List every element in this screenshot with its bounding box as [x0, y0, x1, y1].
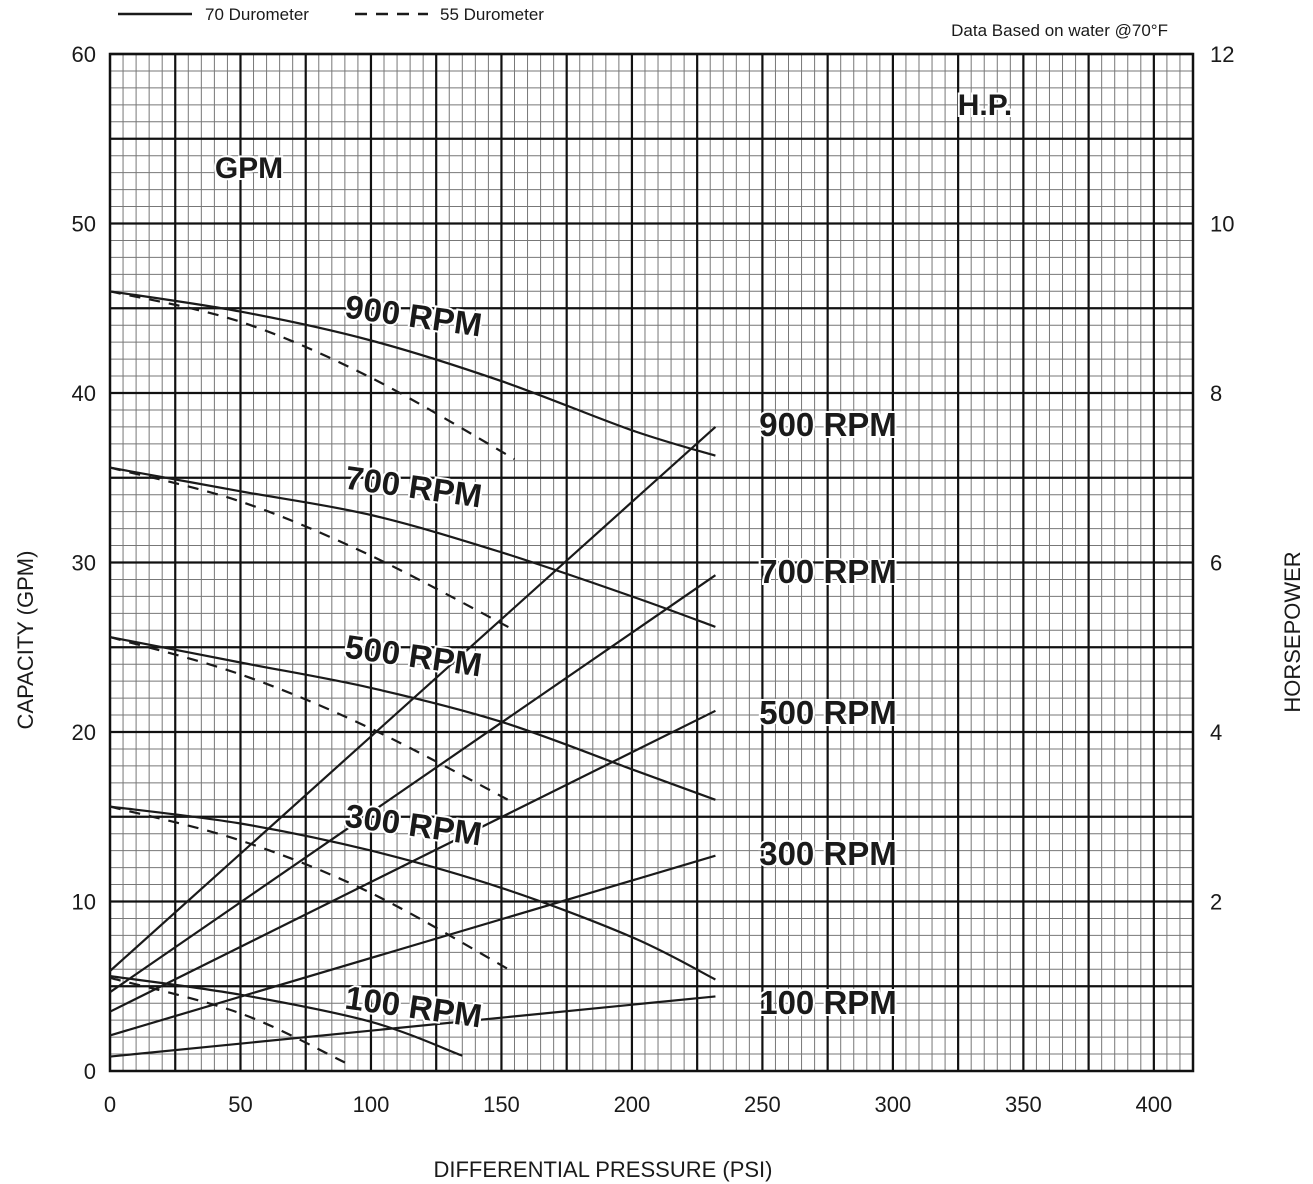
legend-dashed-label: 55 Durometer [440, 5, 544, 24]
y-right-tick-label: 12 [1210, 42, 1234, 67]
horsepower-100-rpm-line [109, 995, 716, 1058]
x-tick-label: 250 [744, 1092, 781, 1117]
x-tick-label: 0 [104, 1092, 116, 1117]
horsepower-curve-label: 500 RPM [759, 694, 897, 731]
y-axis-right-title: HORSEPOWER [1280, 551, 1305, 712]
capacity-55-durometer-700-rpm-line [109, 466, 516, 632]
horsepower-700-rpm-line [109, 574, 717, 994]
x-tick-label: 200 [614, 1092, 651, 1117]
y-right-tick-label: 2 [1210, 890, 1222, 915]
x-tick-label: 50 [228, 1092, 252, 1117]
capacity-70-durometer-100-rpm-line [109, 975, 463, 1057]
capacity-55-durometer-300-rpm-line [109, 805, 516, 974]
y-left-tick-label: 10 [72, 890, 96, 915]
x-tick-label: 100 [353, 1092, 390, 1117]
capacity-70-durometer-500-rpm-line [109, 636, 716, 801]
gpm-region-label: GPM [215, 152, 283, 185]
curves [109, 290, 717, 1064]
y-left-tick-label: 60 [72, 42, 96, 67]
x-axis-title: DIFFERENTIAL PRESSURE (PSI) [433, 1157, 772, 1182]
y-axis-left-title: CAPACITY (GPM) [13, 551, 38, 730]
axis-ticks: 0 50 100 150 200 250 300 350 400 0 10 20 30 40 50 60 2 4 6… [72, 42, 1235, 1117]
x-tick-label: 400 [1135, 1092, 1172, 1117]
horsepower-curve-label: 700 RPM [759, 553, 897, 590]
major-grid [108, 52, 1195, 1073]
horsepower-curve-label: 300 RPM [759, 835, 897, 872]
data-note: Data Based on water @70°F [951, 21, 1168, 40]
capacity-70-durometer-700-rpm-line [109, 466, 716, 628]
capacity-55-durometer-900-rpm-line [109, 290, 516, 461]
capacity-55-durometer-100-rpm-line [109, 976, 346, 1064]
y-left-tick-label: 40 [72, 381, 96, 406]
y-right-tick-label: 6 [1210, 551, 1222, 576]
capacity-70-durometer-900-rpm-line [109, 290, 716, 457]
y-left-tick-label: 50 [72, 212, 96, 237]
capacity-curve-label: 300 RPM [343, 797, 484, 853]
y-left-tick-label: 20 [72, 720, 96, 745]
capacity-curve-label: 900 RPM [343, 288, 484, 344]
horsepower-900-rpm-line [109, 426, 717, 972]
curve-labels: 900 RPM 700 RPM 500 RPM 300 RPM 100 RPM 900 R… [341, 286, 899, 1037]
horsepower-curve-label: 100 RPM [759, 984, 897, 1021]
capacity-curve-label: 500 RPM [343, 628, 484, 684]
y-right-tick-label: 4 [1210, 720, 1222, 745]
capacity-curve-label: 700 RPM [343, 459, 484, 515]
x-tick-label: 150 [483, 1092, 520, 1117]
horsepower-300-rpm-line [109, 854, 716, 1037]
plot-frame [108, 52, 1195, 1073]
y-left-tick-label: 0 [84, 1059, 96, 1084]
capacity-55-durometer-500-rpm-line [109, 636, 516, 805]
y-left-tick-label: 30 [72, 551, 96, 576]
y-right-tick-label: 8 [1210, 381, 1222, 406]
horsepower-500-rpm-line [109, 709, 716, 1013]
x-tick-label: 350 [1005, 1092, 1042, 1117]
horsepower-curve-label: 900 RPM [759, 406, 897, 443]
hp-region-label: H.P. [958, 89, 1012, 122]
y-right-tick-label: 10 [1210, 212, 1234, 237]
capacity-70-durometer-300-rpm-line [109, 805, 716, 981]
legend-solid-label: 70 Durometer [205, 5, 309, 24]
x-tick-label: 300 [875, 1092, 912, 1117]
